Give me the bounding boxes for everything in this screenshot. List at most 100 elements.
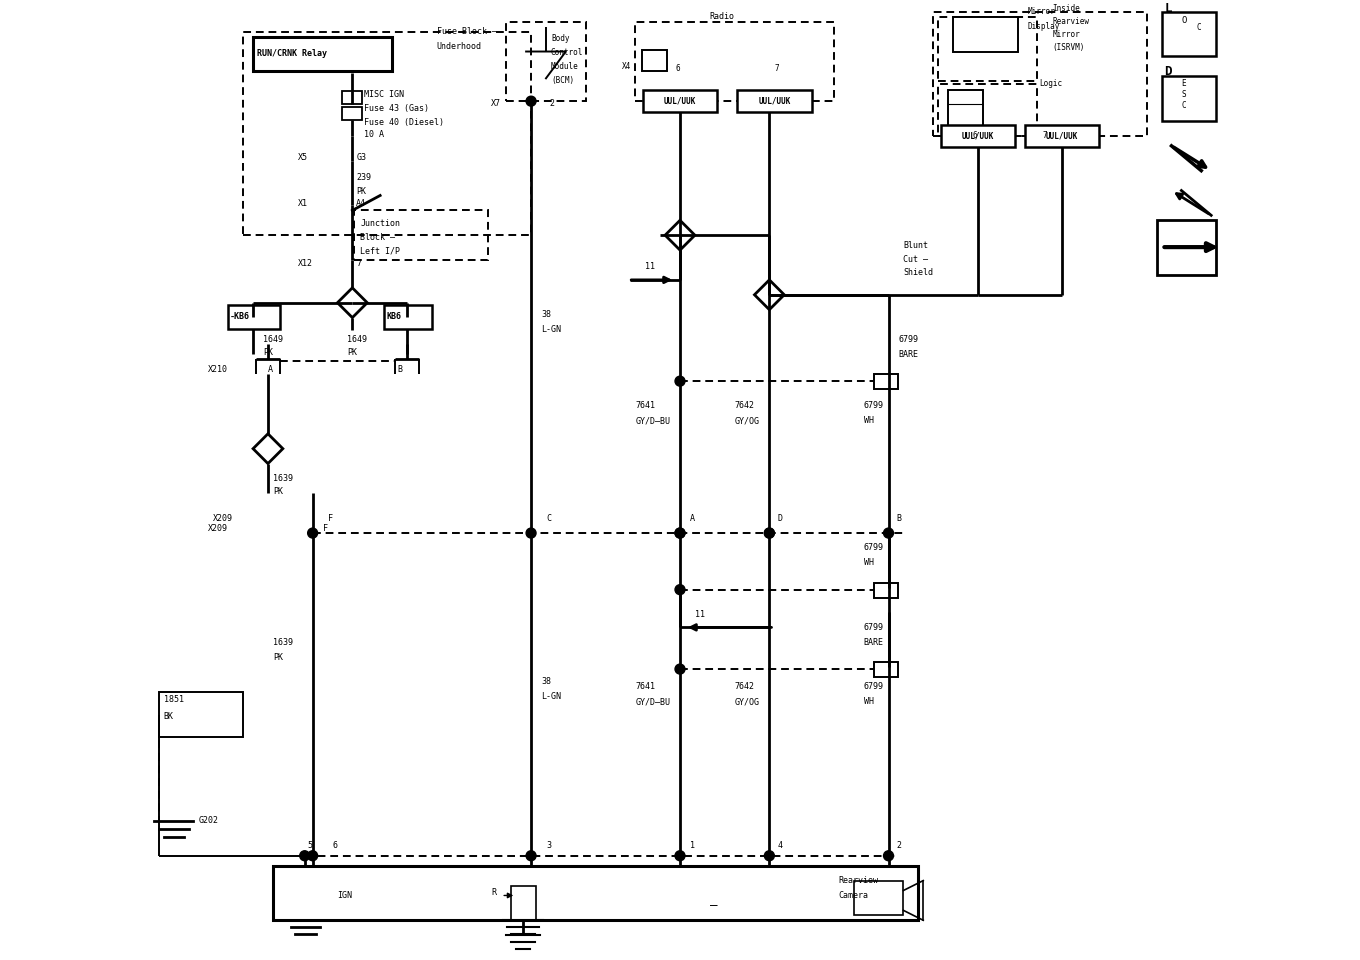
Text: O: O bbox=[1182, 15, 1187, 25]
Bar bbox=[384, 304, 431, 328]
Text: X12: X12 bbox=[298, 258, 313, 268]
Text: –: – bbox=[710, 899, 717, 912]
Circle shape bbox=[764, 528, 774, 538]
Text: PK: PK bbox=[262, 348, 273, 357]
Text: 2: 2 bbox=[896, 841, 902, 851]
Circle shape bbox=[675, 851, 685, 861]
Circle shape bbox=[526, 96, 536, 107]
Text: PK: PK bbox=[347, 348, 358, 357]
Bar bbox=[1025, 125, 1099, 147]
Text: 7641: 7641 bbox=[635, 401, 656, 411]
Text: X5: X5 bbox=[298, 154, 307, 162]
Text: 7: 7 bbox=[356, 258, 362, 268]
Bar bbox=[941, 125, 1015, 147]
Text: 6799: 6799 bbox=[864, 543, 884, 552]
Text: UUL/UUK: UUL/UUK bbox=[664, 97, 696, 106]
Text: X209: X209 bbox=[214, 514, 234, 522]
Bar bbox=[873, 583, 899, 598]
Text: Logic: Logic bbox=[1039, 79, 1062, 87]
Circle shape bbox=[675, 585, 685, 594]
Circle shape bbox=[307, 528, 318, 538]
Text: Camera: Camera bbox=[839, 891, 869, 900]
Text: C: C bbox=[545, 514, 551, 522]
Circle shape bbox=[675, 528, 685, 538]
Text: B: B bbox=[397, 365, 403, 373]
Text: C: C bbox=[1182, 101, 1186, 110]
Text: Module: Module bbox=[551, 61, 578, 71]
Bar bbox=[938, 84, 1038, 136]
Circle shape bbox=[884, 528, 894, 538]
Bar bbox=[1156, 220, 1216, 275]
Text: X1: X1 bbox=[298, 199, 307, 208]
Text: 7641: 7641 bbox=[635, 683, 656, 691]
Bar bbox=[343, 91, 362, 104]
Text: 1639: 1639 bbox=[273, 637, 292, 647]
Text: Rearview: Rearview bbox=[1053, 17, 1089, 26]
Bar bbox=[938, 16, 1038, 82]
Text: 7642: 7642 bbox=[734, 683, 755, 691]
Text: 1851: 1851 bbox=[163, 695, 184, 705]
Text: Mirror: Mirror bbox=[1053, 30, 1080, 39]
Text: Inside: Inside bbox=[1053, 5, 1080, 13]
Text: PK: PK bbox=[273, 653, 283, 661]
Text: GY/D–BU: GY/D–BU bbox=[635, 417, 670, 425]
Text: Junction: Junction bbox=[360, 219, 400, 228]
Text: 6: 6 bbox=[332, 841, 337, 851]
Text: 1649: 1649 bbox=[262, 335, 283, 344]
Text: F: F bbox=[328, 514, 333, 522]
Bar bbox=[642, 50, 668, 71]
Text: 1649: 1649 bbox=[347, 335, 367, 344]
Text: PK: PK bbox=[356, 187, 366, 196]
Bar bbox=[1161, 77, 1216, 121]
Text: A: A bbox=[690, 514, 695, 522]
Text: X4: X4 bbox=[623, 61, 631, 71]
Text: 1639: 1639 bbox=[273, 474, 292, 483]
Text: 3: 3 bbox=[545, 841, 551, 851]
Circle shape bbox=[764, 528, 774, 538]
Text: Block –: Block – bbox=[360, 232, 396, 242]
Text: A4: A4 bbox=[356, 199, 366, 208]
Text: UUL/UUK: UUL/UUK bbox=[1046, 132, 1078, 140]
Text: B: B bbox=[896, 514, 902, 522]
Text: F: F bbox=[322, 523, 328, 533]
Text: X209: X209 bbox=[208, 523, 228, 533]
Circle shape bbox=[675, 376, 685, 386]
Text: 38: 38 bbox=[541, 310, 551, 319]
Text: 11: 11 bbox=[695, 610, 704, 619]
Text: GY/OG: GY/OG bbox=[734, 697, 760, 707]
Text: RUN/CRNK Relay: RUN/CRNK Relay bbox=[257, 49, 326, 58]
Circle shape bbox=[675, 528, 685, 538]
Text: (ISRVM): (ISRVM) bbox=[1053, 43, 1085, 52]
Text: Display: Display bbox=[1028, 22, 1059, 31]
Text: (BCM): (BCM) bbox=[551, 76, 574, 84]
Bar bbox=[737, 90, 812, 112]
Text: 6799: 6799 bbox=[864, 401, 884, 411]
Bar bbox=[228, 304, 280, 328]
Text: D: D bbox=[1164, 65, 1172, 79]
Text: BK: BK bbox=[163, 712, 174, 721]
Text: 6799: 6799 bbox=[864, 623, 884, 632]
Circle shape bbox=[526, 851, 536, 861]
Text: GY/OG: GY/OG bbox=[734, 417, 760, 425]
Text: Rearview: Rearview bbox=[839, 876, 879, 885]
Text: E: E bbox=[1182, 80, 1186, 88]
Text: MISC IGN: MISC IGN bbox=[364, 89, 404, 99]
Text: WH: WH bbox=[864, 697, 873, 707]
Text: 7: 7 bbox=[774, 64, 779, 73]
Text: Radio: Radio bbox=[710, 12, 734, 21]
Bar bbox=[511, 885, 536, 921]
Text: C: C bbox=[1197, 23, 1201, 32]
Text: PK: PK bbox=[273, 487, 283, 496]
Text: G3: G3 bbox=[356, 154, 366, 162]
Text: Body: Body bbox=[551, 35, 570, 43]
Bar bbox=[933, 12, 1146, 136]
Text: WH: WH bbox=[864, 559, 873, 567]
Text: Left I/P: Left I/P bbox=[360, 247, 400, 255]
Text: Blunt: Blunt bbox=[903, 241, 929, 250]
Text: L-GN: L-GN bbox=[541, 325, 560, 334]
Text: X210: X210 bbox=[208, 365, 228, 373]
Text: 6799: 6799 bbox=[899, 335, 918, 344]
Bar bbox=[1161, 12, 1216, 57]
Bar bbox=[355, 210, 488, 260]
Circle shape bbox=[764, 851, 774, 861]
